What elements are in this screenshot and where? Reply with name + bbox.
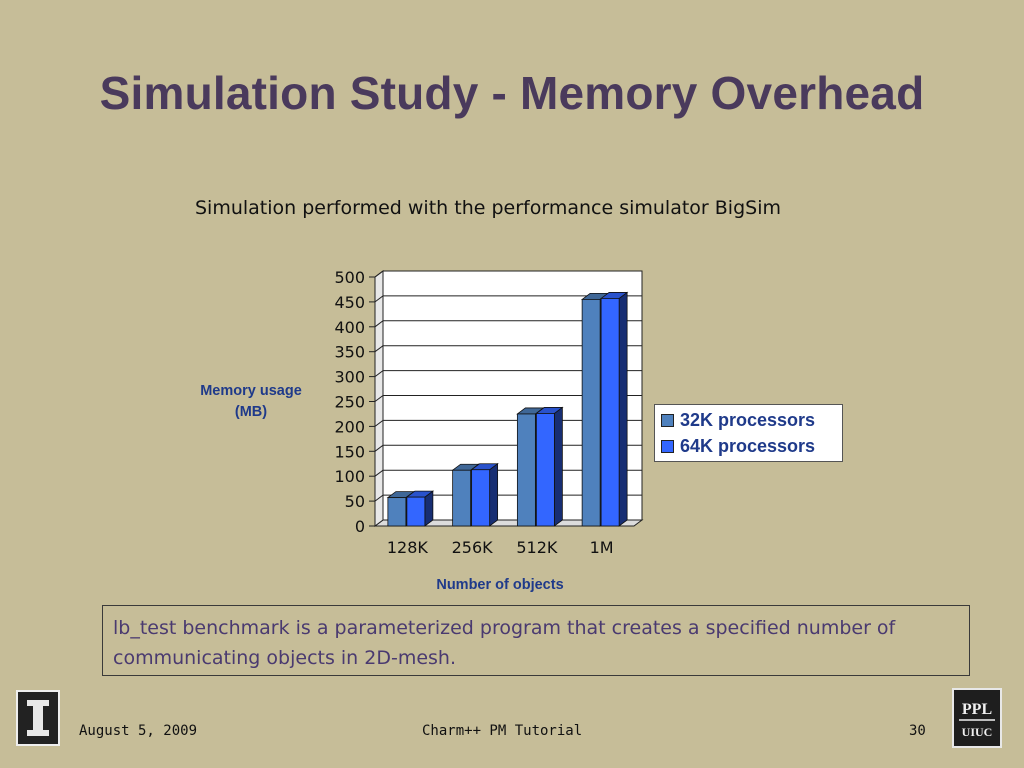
y-tick-label: 250 bbox=[334, 393, 365, 412]
bar bbox=[406, 496, 426, 527]
legend-swatch-32k bbox=[661, 413, 674, 427]
gridline-depth bbox=[374, 270, 384, 278]
y-tick-label: 300 bbox=[334, 368, 365, 387]
benchmark-note: lb_test benchmark is a parameterized pro… bbox=[102, 605, 970, 676]
bar-side bbox=[553, 406, 563, 527]
x-axis-label: Number of objects bbox=[436, 577, 564, 593]
ppl-uiuc-logo-icon: PPL UIUC bbox=[952, 688, 1002, 748]
bar-side bbox=[618, 291, 628, 527]
illinois-i-icon bbox=[27, 700, 49, 736]
gridline-depth bbox=[374, 320, 384, 328]
y-axis-label: Memory usage (MB) bbox=[186, 381, 316, 423]
y-tick-label: 500 bbox=[334, 268, 365, 287]
x-tick-label: 128K bbox=[387, 538, 429, 557]
bar bbox=[581, 299, 601, 527]
legend-item-64k: 64K processors bbox=[661, 435, 815, 457]
ppl-logo-icon: PPL UIUC bbox=[959, 701, 995, 739]
chart-legend: 32K processors 64K processors bbox=[654, 404, 843, 462]
legend-item-32k: 32K processors bbox=[661, 409, 815, 431]
bar bbox=[600, 298, 620, 527]
slide-subtitle: Simulation performed with the performanc… bbox=[195, 197, 781, 219]
y-tick-label: 100 bbox=[334, 467, 365, 486]
gridline-depth bbox=[374, 395, 384, 402]
gridline-depth bbox=[374, 295, 384, 303]
gridline-depth bbox=[374, 444, 384, 452]
y-tick-label: 350 bbox=[334, 343, 365, 362]
y-axis-label-line-1: Memory usage bbox=[200, 383, 302, 399]
y-tick-label: 150 bbox=[334, 442, 365, 461]
bar-side bbox=[489, 462, 499, 527]
legend-label-32k: 32K processors bbox=[680, 409, 816, 430]
y-tick-label: 450 bbox=[334, 293, 365, 312]
x-tick-label: 512K bbox=[516, 538, 558, 557]
svg-text:PPL: PPL bbox=[962, 701, 992, 718]
gridline-depth bbox=[374, 419, 384, 427]
gridline-depth bbox=[374, 469, 384, 477]
illinois-logo-icon bbox=[16, 690, 60, 746]
slide-title: Simulation Study - Memory Overhead bbox=[99, 67, 925, 119]
x-tick-label: 1M bbox=[590, 538, 614, 557]
y-tick-label: 200 bbox=[334, 417, 365, 436]
x-tick-label: 256K bbox=[452, 538, 494, 557]
y-tick-label: 400 bbox=[334, 318, 365, 337]
bar bbox=[452, 469, 472, 527]
footer-title: Charm++ PM Tutorial bbox=[422, 723, 583, 739]
legend-label-64k: 64K processors bbox=[680, 435, 816, 456]
y-tick-label: 0 bbox=[355, 517, 365, 536]
footer-page-number: 30 bbox=[909, 723, 926, 739]
gridline-depth bbox=[374, 345, 384, 353]
gridline-depth bbox=[374, 370, 384, 378]
bar bbox=[387, 497, 407, 527]
footer-date: August 5, 2009 bbox=[79, 723, 198, 739]
svg-text:UIUC: UIUC bbox=[962, 725, 993, 739]
legend-swatch-64k bbox=[661, 439, 674, 453]
gridline-depth bbox=[374, 494, 384, 502]
y-axis-label-line-2: (MB) bbox=[234, 404, 268, 420]
bar bbox=[471, 469, 491, 527]
bar bbox=[516, 413, 536, 527]
bar bbox=[535, 413, 555, 527]
y-tick-label: 50 bbox=[345, 492, 365, 511]
